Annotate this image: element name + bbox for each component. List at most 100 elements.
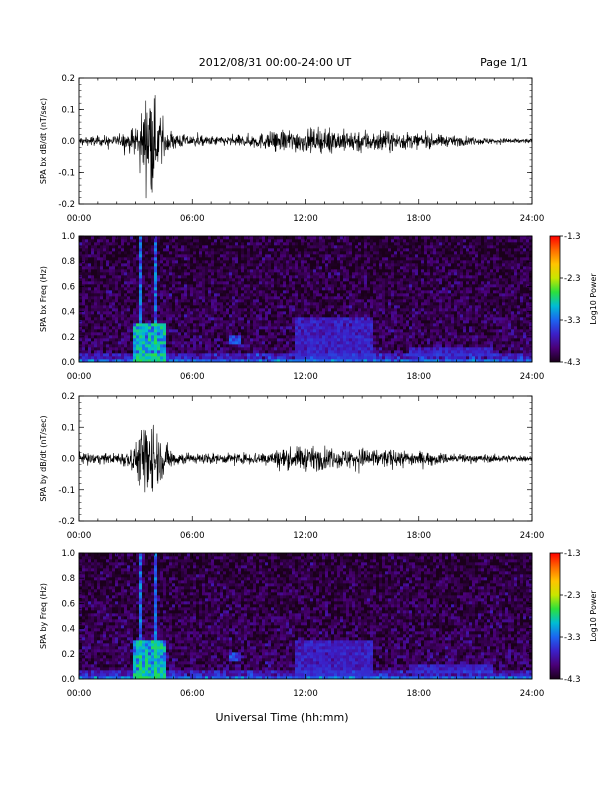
spectrogram-cell <box>226 248 230 252</box>
spectrogram-cell <box>94 266 98 270</box>
spectrogram-cell <box>310 272 314 276</box>
spectrogram-cell <box>133 323 137 327</box>
spectrogram-cell <box>388 341 392 345</box>
spectrogram-cell <box>121 317 125 321</box>
spectrogram-cell <box>178 257 182 261</box>
spectrogram-cell <box>310 260 314 264</box>
spectrogram-cell <box>124 248 128 252</box>
spectrogram-cell <box>205 311 209 315</box>
spectrogram-cell <box>388 317 392 321</box>
spectrogram-cell <box>124 236 128 240</box>
spectrogram-cell <box>253 290 257 294</box>
spectrogram-cell <box>142 359 146 363</box>
spectrogram-cell <box>118 314 122 318</box>
spectrogram-cell <box>361 335 365 339</box>
spectrogram-cell <box>298 314 302 318</box>
spectrogram-cell <box>220 236 224 240</box>
spectrogram-cell <box>259 320 263 324</box>
spectrogram-cell <box>163 329 167 333</box>
spectrogram-cell <box>193 290 197 294</box>
spectrogram-cell <box>343 305 347 309</box>
spectrogram-cell <box>256 344 260 348</box>
spectrogram-cell <box>343 296 347 300</box>
spectrogram-cell <box>190 257 194 261</box>
spectrogram-cell <box>109 350 113 354</box>
spectrogram-cell <box>370 302 374 306</box>
spectrogram-cell <box>229 326 233 330</box>
spectrogram-cell <box>226 332 230 336</box>
spectrogram-cell <box>319 344 323 348</box>
spectrogram-cell <box>229 263 233 267</box>
spectrogram-cell <box>226 281 230 285</box>
spectrogram-cell <box>241 317 245 321</box>
spectrogram-cell <box>130 260 134 264</box>
spectrogram-cell <box>385 317 389 321</box>
spectrogram-cell <box>361 284 365 288</box>
spectrogram-cell <box>124 317 128 321</box>
spectrogram-cell <box>409 302 413 306</box>
spectrogram-cell <box>415 251 419 255</box>
spectrogram-cell <box>178 287 182 291</box>
spectrogram-cell <box>421 308 425 312</box>
spectrogram-cell <box>286 314 290 318</box>
spectrogram-cell <box>106 239 110 243</box>
spectrogram-cell <box>142 341 146 345</box>
spectrogram-cell <box>232 236 236 240</box>
spectrogram-cell <box>211 359 215 363</box>
spectrogram-cell <box>397 254 401 258</box>
spectrogram-cell <box>346 323 350 327</box>
spectrogram-cell <box>130 239 134 243</box>
spectrogram-cell <box>160 248 164 252</box>
spectrogram-cell <box>358 320 362 324</box>
spectrogram-cell <box>403 254 407 258</box>
spectrogram-cell <box>349 260 353 264</box>
spectrogram-cell <box>364 320 368 324</box>
spectrogram-cell <box>184 329 188 333</box>
spectrogram-cell <box>172 353 176 357</box>
spectrogram-cell <box>166 332 170 336</box>
spectrogram-cell <box>346 239 350 243</box>
spectrogram-cell <box>223 356 227 360</box>
spectrogram-cell <box>151 335 155 339</box>
spectrogram-cell <box>310 257 314 261</box>
spectrogram-cell <box>349 332 353 336</box>
spectrogram-cell <box>421 245 425 249</box>
spectrogram-cell <box>166 338 170 342</box>
spectrogram-cell <box>259 326 263 330</box>
spectrogram-cell <box>403 302 407 306</box>
spectrogram-cell <box>238 293 242 297</box>
spectrogram-cell <box>232 302 236 306</box>
spectrogram-cell <box>202 335 206 339</box>
spectrogram-cell <box>97 245 101 249</box>
spectrogram-cell <box>421 281 425 285</box>
spectrogram-cell <box>178 245 182 249</box>
spectrogram-cell <box>424 260 428 264</box>
spectrogram-cell <box>244 290 248 294</box>
spectrogram-cell <box>328 359 332 363</box>
spectrogram-cell <box>103 335 107 339</box>
spectrogram-cell <box>130 341 134 345</box>
spectrogram-cell <box>376 236 380 240</box>
spectrogram-cell <box>352 269 356 273</box>
spectrogram-cell <box>370 284 374 288</box>
spectrogram-cell <box>274 284 278 288</box>
spectrogram-cell <box>397 329 401 333</box>
spectrogram-cell <box>139 329 143 333</box>
spectrogram-cell <box>181 356 185 360</box>
spectrogram-cell <box>343 353 347 357</box>
spectrogram-cell <box>403 341 407 345</box>
spectrogram-cell <box>97 356 101 360</box>
spectrogram-cell <box>256 290 260 294</box>
spectrogram-cell <box>268 344 272 348</box>
spectrogram-cell <box>202 281 206 285</box>
spectrogram-cell <box>343 329 347 333</box>
spectrogram-cell <box>283 317 287 321</box>
spectrogram-cell <box>406 329 410 333</box>
spectrogram-cell <box>97 314 101 318</box>
spectrogram-cell <box>295 296 299 300</box>
spectrogram-cell <box>379 296 383 300</box>
spectrogram-cell <box>283 335 287 339</box>
spectrogram-cell <box>85 257 89 261</box>
spectrogram-cell <box>175 344 179 348</box>
spectrogram-cell <box>406 254 410 258</box>
